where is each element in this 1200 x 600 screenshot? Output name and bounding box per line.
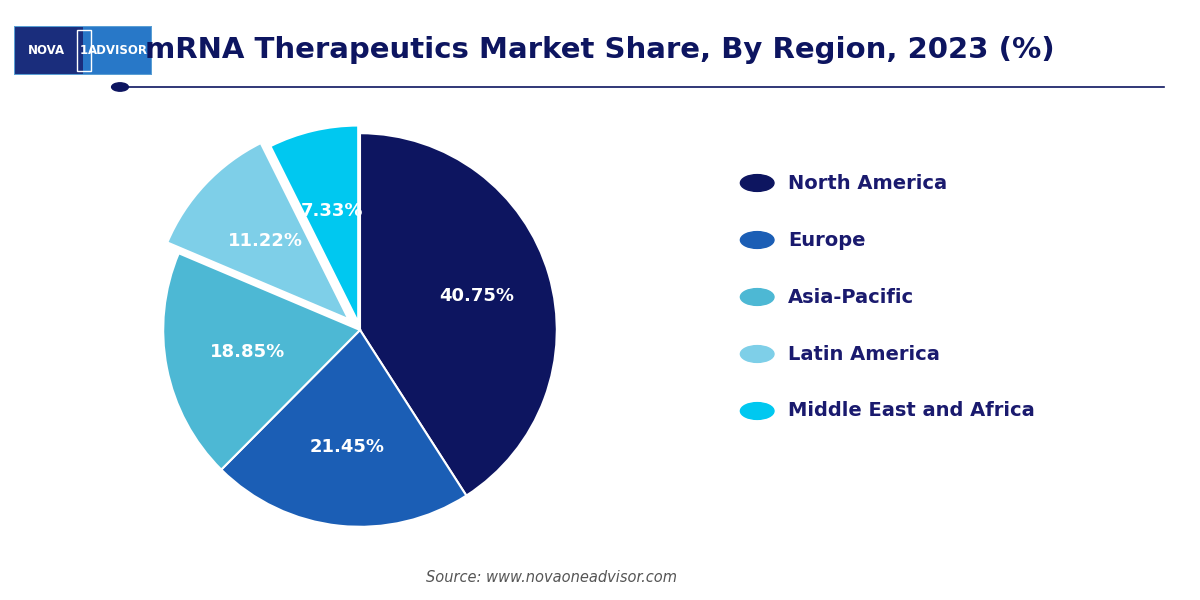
Text: Source: www.novaoneadvisor.com: Source: www.novaoneadvisor.com [426,570,678,585]
Text: Europe: Europe [788,230,866,250]
Text: Asia-Pacific: Asia-Pacific [788,287,914,307]
Text: mRNA Therapeutics Market Share, By Region, 2023 (%): mRNA Therapeutics Market Share, By Regio… [145,36,1055,64]
Text: 11.22%: 11.22% [228,232,302,250]
Text: 21.45%: 21.45% [310,439,385,457]
Text: Latin America: Latin America [788,344,941,364]
Wedge shape [221,330,467,527]
Wedge shape [270,125,358,322]
Text: ADVISOR: ADVISOR [88,44,148,57]
Text: 40.75%: 40.75% [439,287,515,305]
Text: Middle East and Africa: Middle East and Africa [788,401,1036,421]
FancyBboxPatch shape [14,26,84,75]
FancyBboxPatch shape [84,26,152,75]
Text: North America: North America [788,173,948,193]
Wedge shape [163,253,360,470]
Text: 7.33%: 7.33% [301,202,364,220]
Wedge shape [360,133,557,496]
Text: NOVA: NOVA [29,44,65,57]
Text: 1: 1 [80,44,88,57]
Text: 18.85%: 18.85% [210,343,286,361]
Wedge shape [167,143,348,319]
